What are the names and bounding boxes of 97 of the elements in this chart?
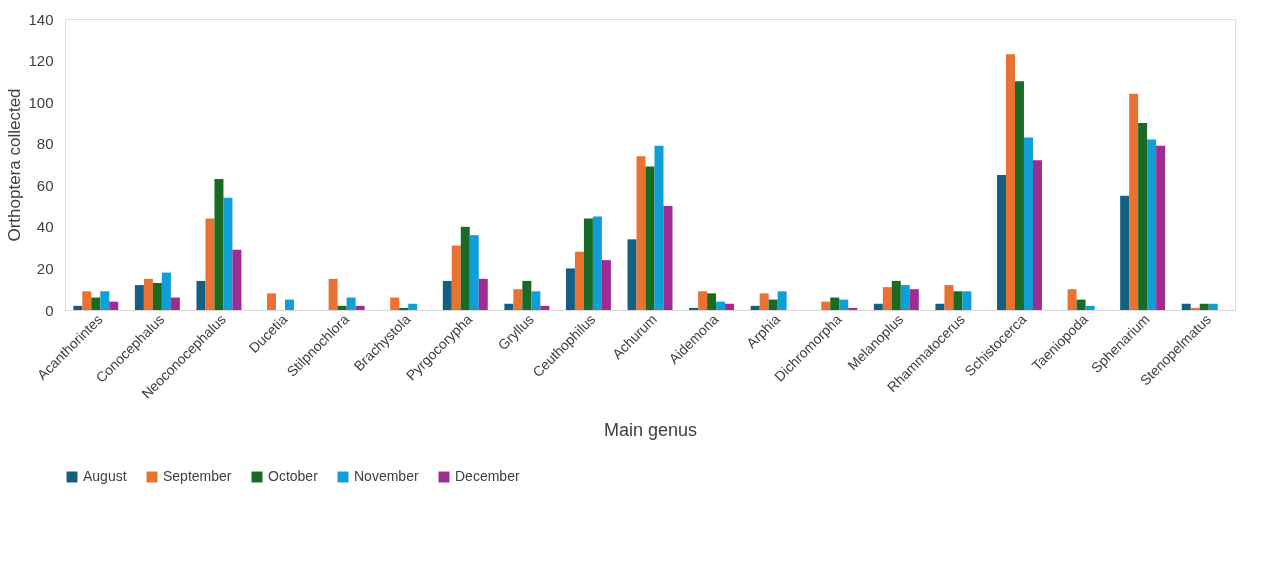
y-tick-label: 80 xyxy=(36,135,54,153)
bar xyxy=(636,156,646,310)
bar xyxy=(1032,160,1042,310)
bar xyxy=(565,268,575,310)
bar xyxy=(821,301,831,310)
bar xyxy=(909,289,919,310)
bar xyxy=(759,293,769,310)
bar xyxy=(1014,81,1024,310)
bar xyxy=(522,280,532,310)
bar xyxy=(196,280,206,310)
bar xyxy=(460,226,470,310)
bar xyxy=(205,218,215,310)
bar xyxy=(1076,299,1086,310)
bar xyxy=(882,287,892,310)
bar xyxy=(1085,305,1095,310)
bar xyxy=(399,307,409,310)
legend-label: October xyxy=(268,468,319,484)
y-tick-label: 100 xyxy=(28,93,54,111)
bar xyxy=(689,307,699,310)
bar xyxy=(873,303,883,310)
bar xyxy=(574,251,584,310)
bar xyxy=(891,280,901,310)
bar xyxy=(91,297,101,310)
bar xyxy=(82,291,92,310)
legend-label: September xyxy=(163,468,232,484)
y-tick-label: 20 xyxy=(36,259,54,277)
bar xyxy=(214,179,224,310)
bar xyxy=(1156,145,1166,310)
bar xyxy=(1147,139,1157,310)
bar xyxy=(953,291,963,310)
bar xyxy=(663,206,673,310)
y-tick-label: 140 xyxy=(28,10,54,28)
bar xyxy=(170,297,180,310)
bar xyxy=(848,307,858,310)
bar xyxy=(134,285,144,310)
bar xyxy=(531,291,541,310)
bar xyxy=(1208,303,1218,310)
bar xyxy=(1120,195,1130,310)
bar xyxy=(285,299,295,310)
bar xyxy=(109,301,119,310)
bar xyxy=(223,197,233,310)
bar xyxy=(725,303,735,310)
y-axis-title: Orthoptera collected xyxy=(5,88,25,242)
legend-label: August xyxy=(83,468,127,484)
bar xyxy=(451,245,461,310)
bar xyxy=(337,305,347,310)
bar xyxy=(592,216,602,310)
bar xyxy=(328,278,338,310)
bar xyxy=(962,291,972,310)
bar xyxy=(830,297,840,310)
bar xyxy=(232,249,242,310)
y-tick-label: 40 xyxy=(36,218,54,236)
legend-label: November xyxy=(354,468,419,484)
y-tick-label: 0 xyxy=(45,301,54,319)
bar xyxy=(777,291,787,310)
bar xyxy=(944,285,954,310)
bar xyxy=(513,289,523,310)
bar xyxy=(900,285,910,310)
bar xyxy=(100,291,110,310)
bar xyxy=(583,218,593,310)
bar xyxy=(698,291,708,310)
bar xyxy=(355,305,365,310)
bar xyxy=(1199,303,1209,310)
bar xyxy=(707,293,717,310)
bar xyxy=(267,293,277,310)
bar xyxy=(996,174,1006,310)
bar xyxy=(346,297,356,310)
bar xyxy=(478,278,488,310)
bar xyxy=(540,305,550,310)
bar xyxy=(504,303,514,310)
bar xyxy=(161,272,171,310)
bar xyxy=(152,282,162,310)
bar xyxy=(1181,303,1191,310)
bar xyxy=(601,260,611,310)
y-tick-label: 120 xyxy=(28,52,54,70)
bar xyxy=(1190,307,1200,310)
bar xyxy=(1023,137,1033,310)
bar xyxy=(143,278,153,310)
bar xyxy=(750,305,760,310)
bar xyxy=(469,235,479,310)
bar xyxy=(390,297,400,310)
bar xyxy=(408,303,418,310)
bar xyxy=(716,301,726,310)
bar xyxy=(627,239,637,310)
bar xyxy=(935,303,945,310)
bar xyxy=(1138,122,1148,310)
bar xyxy=(1129,93,1139,310)
x-axis-title: Main genus xyxy=(603,419,698,440)
y-tick-label: 60 xyxy=(36,176,54,194)
bar xyxy=(654,145,664,310)
bar xyxy=(768,299,778,310)
legend-label: December xyxy=(455,468,520,484)
bar xyxy=(839,299,849,310)
bar xyxy=(442,280,452,310)
bar xyxy=(1005,54,1015,310)
bar xyxy=(1067,289,1077,310)
bar xyxy=(73,305,83,310)
